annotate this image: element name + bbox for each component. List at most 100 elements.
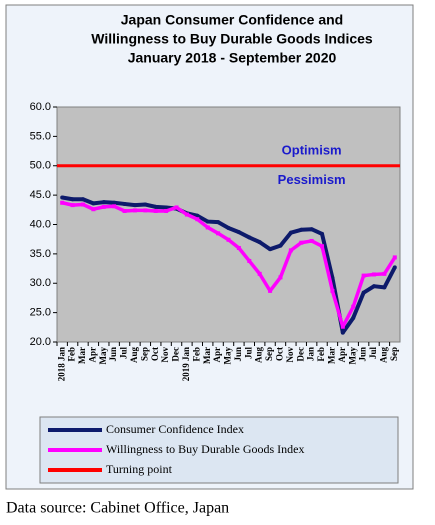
series-marker	[361, 290, 366, 295]
series-marker	[268, 288, 273, 293]
series-marker	[351, 315, 356, 320]
series-marker	[153, 208, 158, 213]
series-marker	[372, 272, 377, 277]
chart-title: January 2018 - September 2020	[128, 50, 337, 66]
x-tick-label: Feb	[316, 347, 326, 362]
x-tick-label: Jun	[358, 347, 368, 362]
series-marker	[299, 227, 304, 232]
series-marker	[288, 230, 293, 235]
series-marker	[340, 324, 345, 329]
series-marker	[143, 202, 148, 207]
series-marker	[91, 201, 96, 206]
series-marker	[320, 244, 325, 249]
x-tick-label: Sep	[139, 347, 149, 361]
series-marker	[70, 197, 75, 202]
series-marker	[195, 213, 200, 218]
x-tick-label: Oct	[150, 347, 160, 361]
series-marker	[60, 195, 65, 200]
x-tick-label: Oct	[275, 347, 285, 361]
series-marker	[122, 201, 127, 206]
x-tick-label: Feb	[191, 347, 201, 362]
x-tick-label: Jul	[368, 347, 378, 360]
series-marker	[278, 243, 283, 248]
x-tick-label: Dec	[171, 347, 181, 362]
series-marker	[392, 255, 397, 260]
series-marker	[112, 200, 117, 205]
series-marker	[372, 284, 377, 289]
series-marker	[132, 203, 137, 208]
series-marker	[195, 217, 200, 222]
y-tick-label: 20.0	[30, 336, 51, 348]
series-marker	[122, 208, 127, 213]
x-tick-label: Apr	[87, 347, 97, 363]
series-marker	[164, 205, 169, 210]
legend-label: Turning point	[106, 462, 173, 476]
annotation: Pessimism	[278, 172, 346, 187]
x-tick-label: May	[223, 347, 233, 365]
series-marker	[361, 273, 366, 278]
series-marker	[60, 200, 65, 205]
series-marker	[299, 240, 304, 245]
series-marker	[143, 208, 148, 213]
series-marker	[101, 200, 106, 205]
x-tick-label: Apr	[212, 347, 222, 363]
series-marker	[351, 304, 356, 309]
y-tick-label: 25.0	[30, 307, 51, 319]
x-tick-label: Mar	[202, 347, 212, 364]
chart-title: Japan Consumer Confidence and	[121, 12, 343, 28]
series-marker	[216, 220, 221, 225]
series-marker	[309, 227, 314, 232]
series-marker	[247, 235, 252, 240]
series-marker	[236, 230, 241, 235]
series-marker	[205, 225, 210, 230]
source-note: Data source: Cabinet Office, Japan	[6, 500, 229, 517]
x-tick-label: Sep	[264, 347, 274, 361]
series-marker	[257, 240, 262, 245]
y-tick-label: 40.0	[30, 218, 51, 230]
series-marker	[80, 202, 85, 207]
legend-label: Consumer Confidence Index	[106, 422, 244, 436]
series-marker	[278, 275, 283, 280]
series-marker	[257, 271, 262, 276]
x-tick-label: Apr	[337, 347, 347, 363]
x-tick-label: Sep	[389, 347, 399, 361]
x-tick-label: Aug	[378, 347, 388, 364]
annotation: Optimism	[282, 143, 342, 158]
series-marker	[288, 248, 293, 253]
y-tick-label: 30.0	[30, 277, 51, 289]
x-tick-label: Aug	[254, 347, 264, 364]
series-marker	[153, 204, 158, 209]
x-tick-label: Nov	[285, 347, 295, 363]
series-marker	[101, 204, 106, 209]
chart-title: Willingness to Buy Durable Goods Indices	[91, 31, 373, 47]
series-marker	[184, 212, 189, 217]
series-marker	[205, 219, 210, 224]
series-marker	[247, 258, 252, 263]
x-tick-label: Aug	[129, 347, 139, 364]
x-tick-label: Jun	[108, 347, 118, 362]
series-marker	[80, 197, 85, 202]
series-marker	[70, 203, 75, 208]
series-marker	[91, 207, 96, 212]
x-tick-label: Nov	[160, 347, 170, 363]
y-tick-label: 45.0	[30, 189, 51, 201]
y-tick-label: 35.0	[30, 248, 51, 260]
x-tick-label: Jul	[243, 347, 253, 360]
x-tick-label: 2018 Jan	[56, 347, 66, 381]
x-tick-label: Jun	[233, 347, 243, 362]
series-marker	[164, 208, 169, 213]
series-marker	[132, 208, 137, 213]
series-marker	[236, 246, 241, 250]
series-marker	[382, 271, 387, 276]
series-marker	[226, 237, 231, 242]
x-tick-label: Jan	[306, 347, 316, 361]
y-tick-label: 55.0	[30, 130, 51, 142]
x-tick-label: May	[347, 347, 357, 365]
series-marker	[320, 231, 325, 236]
x-tick-label: May	[98, 347, 108, 365]
x-tick-label: Jul	[119, 347, 129, 360]
x-tick-label: Feb	[67, 347, 77, 362]
series-marker	[309, 238, 314, 243]
